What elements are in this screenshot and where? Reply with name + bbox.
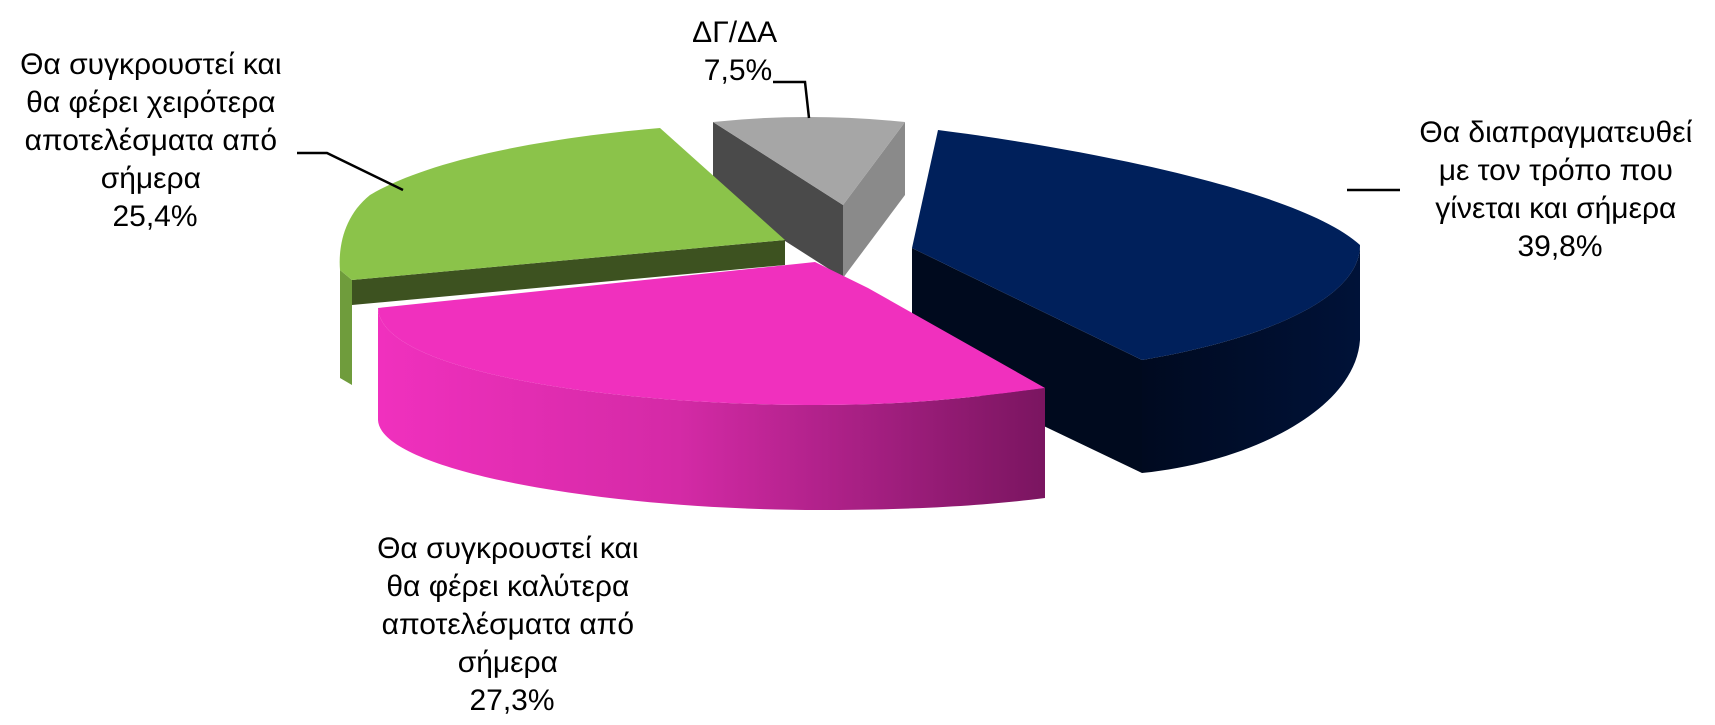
- data-label-dkna-line-1: ΔΓ/ΔΑ: [692, 16, 777, 49]
- slice-dkna: [713, 117, 905, 278]
- data-label-negotiate: Θα διαπραγματευθεί με τον τρόπο που γίνε…: [1419, 116, 1700, 263]
- slice-negotiate-rim: [1142, 245, 1360, 473]
- slice-dkna-side-right: [843, 122, 905, 278]
- slice-worse-side-left: [340, 270, 352, 385]
- data-label-better-line-3: αποτελέσματα από: [382, 608, 634, 641]
- data-label-worse-line-3: αποτελέσματα από: [25, 124, 277, 157]
- data-label-better-line-4: σήμερα: [458, 646, 558, 679]
- data-label-worse: Θα συγκρουστεί και θα φέρει χειρότερα απ…: [20, 48, 290, 233]
- slice-dkna-side-left: [713, 122, 843, 278]
- slice-dkna-top: [713, 117, 905, 205]
- data-label-better-value: 27,3%: [469, 684, 554, 717]
- data-label-worse-line-2: θα φέρει χειρότερα: [26, 86, 275, 119]
- slice-worse-side-front: [352, 240, 785, 305]
- data-label-negotiate-line-2: με τον τρόπο που: [1439, 154, 1673, 187]
- data-label-worse-line-4: σήμερα: [101, 162, 201, 195]
- slice-better: [378, 262, 1045, 510]
- slice-better-rim: [378, 308, 1045, 510]
- slice-negotiate-side: [912, 248, 1142, 473]
- data-label-negotiate-line-1: Θα διαπραγματευθεί: [1419, 116, 1692, 149]
- slice-worse: [339, 128, 785, 385]
- data-label-worse-value: 25,4%: [112, 200, 197, 233]
- slice-negotiate: [912, 130, 1360, 473]
- data-label-dkna-value: 7,5%: [704, 54, 772, 87]
- data-label-better: Θα συγκρουστεί και θα φέρει καλύτερα απο…: [377, 532, 647, 717]
- leader-line-worse: [297, 151, 404, 192]
- leader-line-dkna: [773, 80, 811, 119]
- slice-worse-top: [339, 128, 785, 280]
- slice-negotiate-top: [912, 130, 1360, 360]
- data-label-negotiate-value: 39,8%: [1517, 230, 1602, 263]
- data-label-better-line-2: θα φέρει καλύτερα: [386, 570, 629, 603]
- data-label-negotiate-line-3: γίνεται και σήμερα: [1435, 192, 1676, 225]
- slice-better-top: [378, 262, 1045, 405]
- data-label-better-line-1: Θα συγκρουστεί και: [377, 532, 638, 565]
- data-label-worse-line-1: Θα συγκρουστεί και: [20, 48, 281, 81]
- data-label-dkna: ΔΓ/ΔΑ 7,5%: [692, 16, 784, 87]
